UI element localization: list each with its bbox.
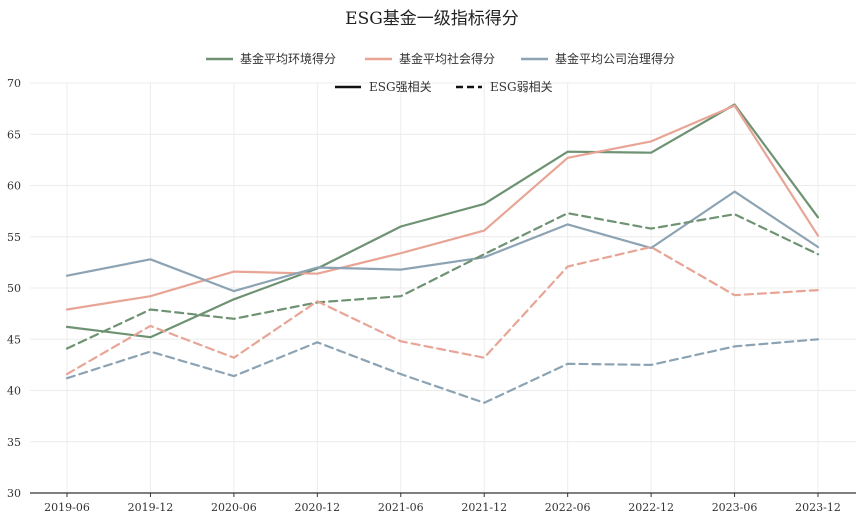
x-tick-label: 2021-12 xyxy=(461,501,507,514)
series-lines xyxy=(65,103,820,404)
legend: 基金平均环境得分 基金平均社会得分 基金平均公司治理得分 ESG强相关 ESG弱相关 xyxy=(206,51,675,94)
grid-lines xyxy=(30,82,856,493)
series-line-strong-2 xyxy=(65,190,820,293)
y-tick-label: 45 xyxy=(7,333,21,346)
series-line-strong-1 xyxy=(65,104,820,311)
x-tick-label: 2022-06 xyxy=(545,501,591,514)
y-tick-label: 50 xyxy=(7,282,21,295)
x-tick-label: 2019-06 xyxy=(44,501,90,514)
legend-label-color: 基金平均社会得分 xyxy=(399,51,495,66)
legend-label-style: ESG强相关 xyxy=(369,80,432,94)
x-tick-label: 2019-12 xyxy=(128,501,174,514)
x-tick-label: 2020-12 xyxy=(294,501,340,514)
series-line-strong-0 xyxy=(65,103,820,339)
x-tick-label: 2020-06 xyxy=(211,501,257,514)
series-line-weak-3 xyxy=(65,212,820,350)
y-tick-label: 65 xyxy=(7,128,21,141)
y-tick-label: 30 xyxy=(7,487,21,500)
series-line-weak-5 xyxy=(65,338,820,404)
series-line-weak-4 xyxy=(65,245,820,376)
y-tick-label: 35 xyxy=(7,436,21,449)
x-tick-label: 2021-06 xyxy=(378,501,424,514)
legend-label-color: 基金平均环境得分 xyxy=(240,51,336,66)
x-tick-label: 2023-12 xyxy=(795,501,841,514)
y-tick-label: 40 xyxy=(7,385,21,398)
y-tick-label: 55 xyxy=(7,231,21,244)
legend-label-color: 基金平均公司治理得分 xyxy=(555,51,675,66)
chart-title: ESG基金一级指标得分 xyxy=(345,9,519,29)
x-tick-label: 2022-12 xyxy=(628,501,674,514)
axes: 30 35 40 45 50 55 60 65 70 2019-06 2019-12 2020-06 2… xyxy=(7,77,856,514)
y-tick-label: 60 xyxy=(7,180,21,193)
y-tick-label: 70 xyxy=(7,77,21,90)
legend-label-style: ESG弱相关 xyxy=(490,80,553,94)
x-tick-label: 2023-06 xyxy=(712,501,758,514)
